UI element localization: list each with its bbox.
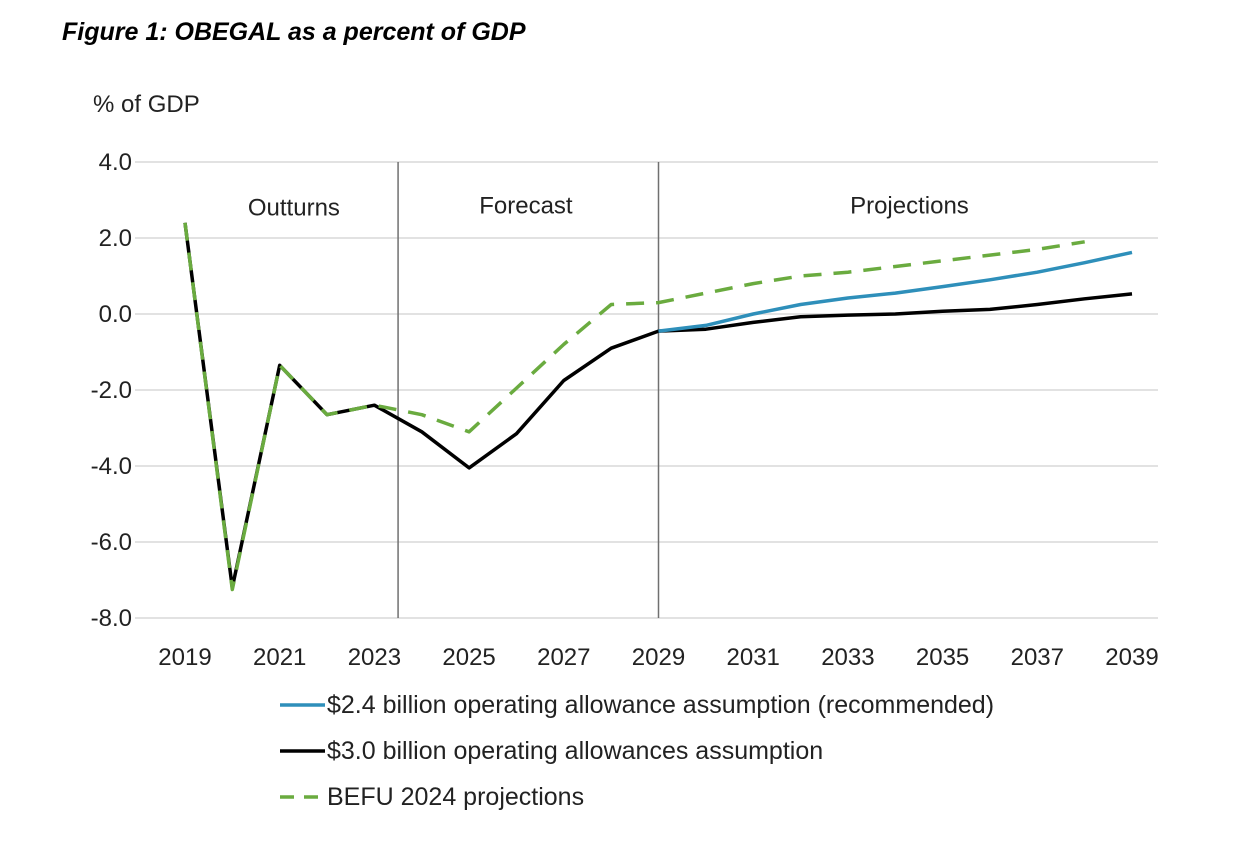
y-tick-label: 4.0: [99, 149, 132, 176]
x-tick-label: 2025: [442, 644, 495, 671]
x-tick-label: 2029: [632, 644, 685, 671]
y-tick-label: -2.0: [91, 377, 132, 404]
x-tick-label: 2035: [916, 644, 969, 671]
period-label: Outturns: [248, 195, 340, 222]
series-line: [183, 222, 1085, 592]
chart-title: Figure 1: OBEGAL as a percent of GDP: [62, 18, 526, 46]
x-tick-label: 2037: [1011, 644, 1064, 671]
y-tick-label: -8.0: [91, 605, 132, 632]
y-axis-ticks: 4.0 2.0 0.0 -2.0 -4.0 -6.0 -8.0: [91, 149, 132, 632]
y-tick-label: 2.0: [99, 225, 132, 252]
legend-entry: $3.0 billion operating allowances assump…: [327, 737, 823, 765]
x-tick-label: 2033: [821, 644, 874, 671]
x-tick-label: 2019: [158, 644, 211, 671]
series-line: [658, 250, 1133, 333]
legend-entry: BEFU 2024 projections: [327, 783, 584, 811]
x-tick-label: 2039: [1105, 644, 1158, 671]
x-tick-label: 2023: [348, 644, 401, 671]
x-tick-label: 2031: [727, 644, 780, 671]
x-tick-label: 2027: [537, 644, 590, 671]
y-tick-label: 0.0: [99, 301, 132, 328]
period-dividers: [397, 162, 660, 618]
period-label: Projections: [850, 193, 969, 220]
x-tick-label: 2021: [253, 644, 306, 671]
y-tick-label: -6.0: [91, 529, 132, 556]
y-tick-label: -4.0: [91, 453, 132, 480]
period-label: Forecast: [479, 193, 573, 220]
y-axis-label: % of GDP: [93, 91, 200, 118]
legend-entry: $2.4 billion operating allowance assumpt…: [327, 691, 994, 719]
series-lines: [183, 222, 1133, 592]
grid-lines: [135, 161, 1158, 619]
x-axis-ticks: 2019 2021 2023 2025 2027 2029 2031 2033 2035 2037…: [158, 644, 1158, 671]
legend: $2.4 billion operating allowance assumpt…: [280, 691, 994, 811]
period-labels: Outturns Forecast Projections: [248, 193, 969, 222]
